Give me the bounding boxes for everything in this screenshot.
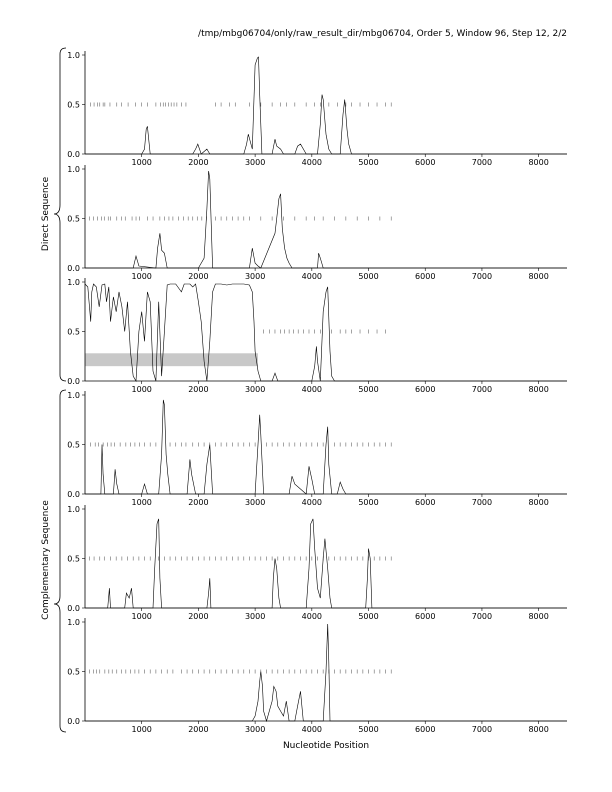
direct-group-brace: [53, 47, 67, 382]
x-tick-label: 6000: [415, 385, 435, 394]
y-tick-label: 1.0: [67, 51, 80, 60]
x-tick-label: 4000: [302, 725, 322, 734]
panel-complementary-frame-3: 0.0 0.5 1.0 1000 2000 3000 4000 5000 6000 7000 800…: [67, 618, 567, 734]
shaded-region: [85, 353, 258, 367]
x-tick-label: 8000: [528, 498, 548, 507]
x-tick-label: 1000: [132, 385, 152, 394]
y-tick-label: 0.0: [67, 377, 80, 386]
y-tick-label: 0.5: [67, 328, 80, 337]
y-tick-label: 1.0: [67, 278, 80, 287]
series-line-1: [84, 283, 567, 383]
x-tick-label: 2000: [188, 385, 208, 394]
panel-direct-frame-1: 0.0 0.5 1.0 1000 2000 3000 4000 5000 6000 7000 800…: [67, 51, 567, 167]
x-tick-label: 2000: [188, 158, 208, 167]
series-line-1: [85, 399, 567, 495]
x-tick-label: 1000: [132, 158, 152, 167]
x-tick-label: 7000: [472, 612, 492, 621]
x-tick-label: 4000: [302, 272, 322, 281]
panel-direct-frame-3: 0.0 0.5 1.0 1000 2000 3000 4000 5000 6000 7000 800…: [67, 278, 567, 394]
series-line-1: [85, 56, 567, 155]
x-axis-label: Nucleotide Position: [283, 741, 369, 751]
panel-direct-frame-2: 0.0 0.5 1.0 1000 2000 3000 4000 5000 6000 7000 800…: [67, 165, 567, 281]
x-tick-label: 5000: [358, 158, 378, 167]
series-line-1: [85, 170, 567, 269]
y-tick-label: 1.0: [67, 165, 80, 174]
x-tick-label: 7000: [472, 272, 492, 281]
y-tick-label: 0.5: [67, 441, 80, 450]
y-tick-label: 0.0: [67, 604, 80, 613]
x-tick-label: 3000: [245, 272, 265, 281]
x-tick-label: 6000: [415, 498, 435, 507]
x-tick-label: 3000: [245, 612, 265, 621]
y-tick-label: 0.0: [67, 717, 80, 726]
x-tick-label: 7000: [472, 725, 492, 734]
x-tick-label: 2000: [188, 498, 208, 507]
x-tick-label: 2000: [188, 612, 208, 621]
x-tick-label: 3000: [245, 498, 265, 507]
y-tick-label: 0.5: [67, 101, 80, 110]
complementary-group-label: Complementary Sequence: [41, 500, 51, 620]
x-tick-label: 1000: [132, 612, 152, 621]
x-tick-label: 6000: [415, 725, 435, 734]
x-tick-label: 8000: [528, 725, 548, 734]
x-tick-label: 1000: [132, 725, 152, 734]
series-line-1: [85, 623, 567, 723]
y-tick-label: 1.0: [67, 391, 80, 400]
x-tick-label: 5000: [358, 612, 378, 621]
x-tick-label: 7000: [472, 385, 492, 394]
x-tick-label: 8000: [528, 612, 548, 621]
x-tick-label: 4000: [302, 158, 322, 167]
y-tick-label: 1.0: [67, 505, 80, 514]
x-tick-label: 5000: [358, 272, 378, 281]
y-tick-label: 0.0: [67, 264, 80, 273]
x-tick-label: 3000: [245, 158, 265, 167]
panel-complementary-frame-2: 0.0 0.5 1.0 1000 2000 3000 4000 5000 6000 7000 800…: [67, 505, 567, 621]
x-tick-label: 5000: [358, 498, 378, 507]
x-tick-label: 3000: [245, 725, 265, 734]
x-tick-label: 1000: [132, 272, 152, 281]
x-tick-label: 4000: [302, 385, 322, 394]
x-tick-label: 7000: [472, 498, 492, 507]
x-tick-label: 4000: [302, 498, 322, 507]
y-tick-label: 1.0: [67, 618, 80, 627]
x-tick-label: 5000: [358, 385, 378, 394]
x-tick-label: 1000: [132, 498, 152, 507]
x-tick-label: 5000: [358, 725, 378, 734]
complementary-group-brace: [53, 389, 67, 733]
x-tick-label: 6000: [415, 612, 435, 621]
x-tick-label: 6000: [415, 158, 435, 167]
x-tick-label: 2000: [188, 725, 208, 734]
y-tick-label: 0.5: [67, 668, 80, 677]
x-tick-label: 6000: [415, 272, 435, 281]
x-tick-label: 7000: [472, 158, 492, 167]
y-tick-label: 0.5: [67, 555, 80, 564]
y-tick-label: 0.0: [67, 150, 80, 159]
x-tick-label: 2000: [188, 272, 208, 281]
x-tick-label: 8000: [528, 385, 548, 394]
panels-container: 0.0 0.5 1.0 1000 2000 3000 4000 5000 6000 7000 800…: [67, 51, 567, 734]
direct-group-label: Direct Sequence: [41, 176, 51, 251]
y-tick-label: 0.0: [67, 490, 80, 499]
page-header: /tmp/mbg06704/only/raw_result_dir/mbg067…: [198, 29, 567, 39]
x-tick-label: 8000: [528, 272, 548, 281]
panel-complementary-frame-1: 0.0 0.5 1.0 1000 2000 3000 4000 5000 6000 7000 800…: [67, 391, 567, 507]
y-tick-label: 0.5: [67, 215, 80, 224]
x-tick-label: 4000: [302, 612, 322, 621]
x-tick-label: 8000: [528, 158, 548, 167]
x-tick-label: 3000: [245, 385, 265, 394]
series-line-1: [85, 518, 567, 609]
